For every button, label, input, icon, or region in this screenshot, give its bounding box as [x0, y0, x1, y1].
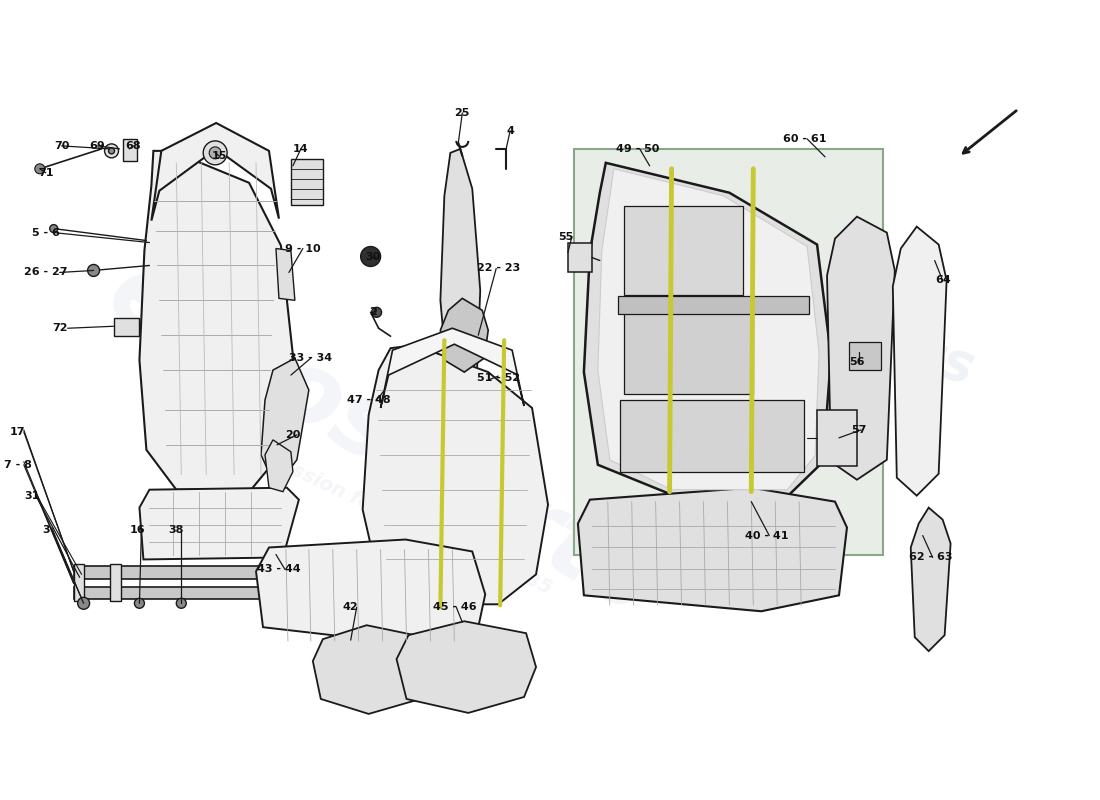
Text: 47 - 48: 47 - 48 [346, 395, 390, 405]
Circle shape [204, 141, 227, 165]
Circle shape [35, 164, 45, 174]
Bar [619, 400, 804, 472]
Polygon shape [276, 249, 295, 300]
Bar [817, 410, 857, 466]
Polygon shape [578, 488, 847, 611]
Text: 20: 20 [285, 430, 300, 440]
Text: 3: 3 [42, 525, 50, 534]
Polygon shape [440, 149, 481, 410]
Bar [568, 242, 592, 273]
Text: 26 - 27: 26 - 27 [24, 267, 67, 278]
Bar [849, 342, 881, 370]
Text: 43 - 44: 43 - 44 [257, 565, 300, 574]
Polygon shape [140, 151, 293, 490]
Polygon shape [265, 440, 293, 492]
Text: 25: 25 [454, 108, 470, 118]
Text: 22 - 23: 22 - 23 [476, 263, 520, 274]
Polygon shape [140, 488, 299, 559]
Polygon shape [74, 587, 296, 599]
Polygon shape [827, 217, 894, 480]
Text: 68: 68 [125, 141, 141, 151]
Text: 70: 70 [54, 141, 69, 151]
Text: 45 - 46: 45 - 46 [432, 602, 476, 612]
Text: 4: 4 [506, 126, 514, 136]
Circle shape [176, 598, 186, 608]
Text: 42: 42 [343, 602, 359, 612]
Circle shape [50, 225, 57, 233]
Polygon shape [381, 328, 524, 408]
Text: 7 - 8: 7 - 8 [4, 460, 32, 470]
Text: 49 - 50: 49 - 50 [616, 144, 659, 154]
Text: eurosports: eurosports [657, 246, 981, 395]
Polygon shape [110, 565, 121, 602]
Text: 17: 17 [10, 427, 25, 437]
Text: 69: 69 [90, 141, 106, 151]
Text: 30: 30 [365, 251, 381, 262]
Text: 56: 56 [849, 357, 865, 367]
Circle shape [104, 144, 119, 158]
Circle shape [361, 246, 381, 266]
Circle shape [134, 598, 144, 608]
Text: 15: 15 [211, 151, 227, 161]
Circle shape [78, 598, 89, 610]
Polygon shape [440, 298, 488, 372]
Text: a passion for parts since 1985: a passion for parts since 1985 [246, 441, 554, 598]
Polygon shape [597, 169, 820, 490]
Text: 64: 64 [935, 275, 950, 286]
Polygon shape [893, 226, 947, 496]
Polygon shape [396, 622, 536, 713]
Text: 57: 57 [851, 425, 867, 435]
Text: 40 - 41: 40 - 41 [746, 530, 789, 541]
Text: 1985: 1985 [784, 343, 874, 397]
Text: 51 - 52: 51 - 52 [476, 373, 519, 383]
Polygon shape [584, 163, 830, 494]
Circle shape [88, 265, 100, 277]
Bar [618, 296, 810, 314]
Bar [123, 139, 138, 161]
Text: 2: 2 [368, 307, 376, 318]
Polygon shape [74, 565, 84, 602]
Circle shape [109, 148, 114, 154]
Text: 62 - 63: 62 - 63 [909, 553, 953, 562]
Polygon shape [363, 345, 548, 604]
Text: 14: 14 [293, 144, 309, 154]
Bar [624, 206, 744, 295]
Bar [290, 159, 322, 205]
Bar [624, 312, 754, 394]
Text: 72: 72 [52, 323, 67, 334]
Text: 38: 38 [168, 525, 184, 534]
Text: eurosports: eurosports [90, 245, 671, 635]
Circle shape [209, 147, 221, 159]
Text: 33 - 34: 33 - 34 [289, 353, 332, 363]
Bar [113, 318, 140, 336]
Text: 5 - 6: 5 - 6 [32, 227, 59, 238]
Text: 31: 31 [24, 490, 40, 501]
Text: 60 - 61: 60 - 61 [783, 134, 827, 144]
Polygon shape [152, 123, 279, 221]
Polygon shape [256, 539, 485, 644]
Circle shape [372, 307, 382, 318]
Text: 9 - 10: 9 - 10 [285, 243, 321, 254]
Polygon shape [261, 358, 309, 488]
Text: 16: 16 [130, 525, 145, 534]
Polygon shape [74, 566, 296, 579]
Polygon shape [312, 626, 432, 714]
Text: 71: 71 [39, 168, 54, 178]
Text: 55: 55 [559, 231, 573, 242]
Bar [574, 149, 883, 555]
Polygon shape [911, 508, 950, 651]
